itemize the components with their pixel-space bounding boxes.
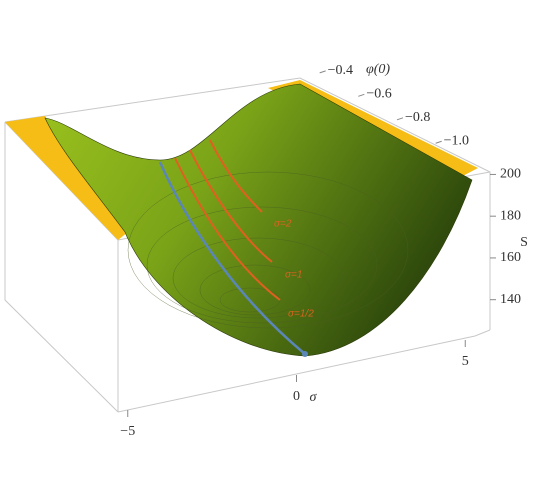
surface [44,83,473,357]
tick-label: −0.6 [366,87,391,102]
z-axis-label: S [520,235,528,250]
annotation: σ=1 [285,270,302,281]
tick-label: −0.8 [405,110,430,125]
tick-label: 5 [462,354,469,369]
annotation: σ=1/2 [288,309,314,320]
curve [209,139,263,213]
tick-mark [435,140,442,144]
annotation: σ=2 [274,219,292,230]
tick-label: −5 [120,424,135,439]
tick-label: 140 [500,292,521,307]
surface-edge [5,116,128,240]
point [302,351,308,357]
tick-label: −0.4 [328,63,353,78]
y-axis-label: φ(0) [366,62,390,77]
tick-label: 180 [500,208,521,223]
tick-label: 0 [293,389,300,404]
contours [127,171,409,329]
tick-label: −1.0 [444,133,469,148]
x-axis-label: σ [310,390,318,405]
tick-mark [358,93,365,97]
tick-mark [319,70,326,74]
curve [158,161,306,355]
tick-label: 160 [500,250,521,265]
curve [189,149,273,263]
tick-label: 200 [500,167,521,182]
curve [174,157,281,301]
tick-mark [396,117,404,121]
